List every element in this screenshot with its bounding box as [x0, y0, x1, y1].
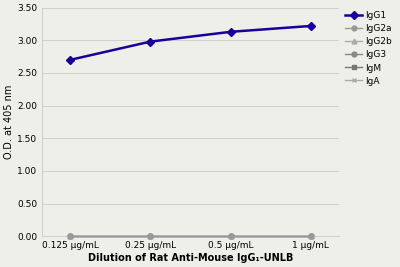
- Line: IgM: IgM: [68, 233, 313, 238]
- IgG2a: [148, 234, 153, 237]
- IgG3: [148, 234, 153, 237]
- Line: IgG2b: IgG2b: [68, 233, 313, 238]
- Line: IgG2a: IgG2a: [68, 233, 313, 238]
- IgM: [228, 234, 233, 237]
- IgA: [228, 234, 233, 237]
- IgG3: [68, 234, 72, 237]
- IgM: [68, 234, 72, 237]
- IgG1: [148, 40, 153, 43]
- Y-axis label: O.D. at 405 nm: O.D. at 405 nm: [4, 85, 14, 159]
- Line: IgG1: IgG1: [67, 23, 314, 63]
- IgG2b: [228, 234, 233, 237]
- IgG3: [228, 234, 233, 237]
- IgG2b: [148, 234, 153, 237]
- Line: IgA: IgA: [68, 233, 313, 238]
- IgG2b: [308, 234, 313, 237]
- IgM: [148, 234, 153, 237]
- IgM: [308, 234, 313, 237]
- IgG2b: [68, 234, 72, 237]
- IgG2a: [228, 234, 233, 237]
- X-axis label: Dilution of Rat Anti-Mouse IgG₁-UNLB: Dilution of Rat Anti-Mouse IgG₁-UNLB: [88, 253, 293, 263]
- IgA: [68, 234, 72, 237]
- IgG1: [308, 24, 313, 28]
- IgA: [308, 234, 313, 237]
- IgG1: [228, 30, 233, 33]
- IgG3: [308, 234, 313, 237]
- IgG2a: [308, 234, 313, 237]
- Line: IgG3: IgG3: [68, 233, 313, 238]
- IgG2a: [68, 234, 72, 237]
- Legend: IgG1, IgG2a, IgG2b, IgG3, IgM, IgA: IgG1, IgG2a, IgG2b, IgG3, IgM, IgA: [342, 8, 396, 89]
- IgG1: [68, 58, 72, 61]
- IgA: [148, 234, 153, 237]
